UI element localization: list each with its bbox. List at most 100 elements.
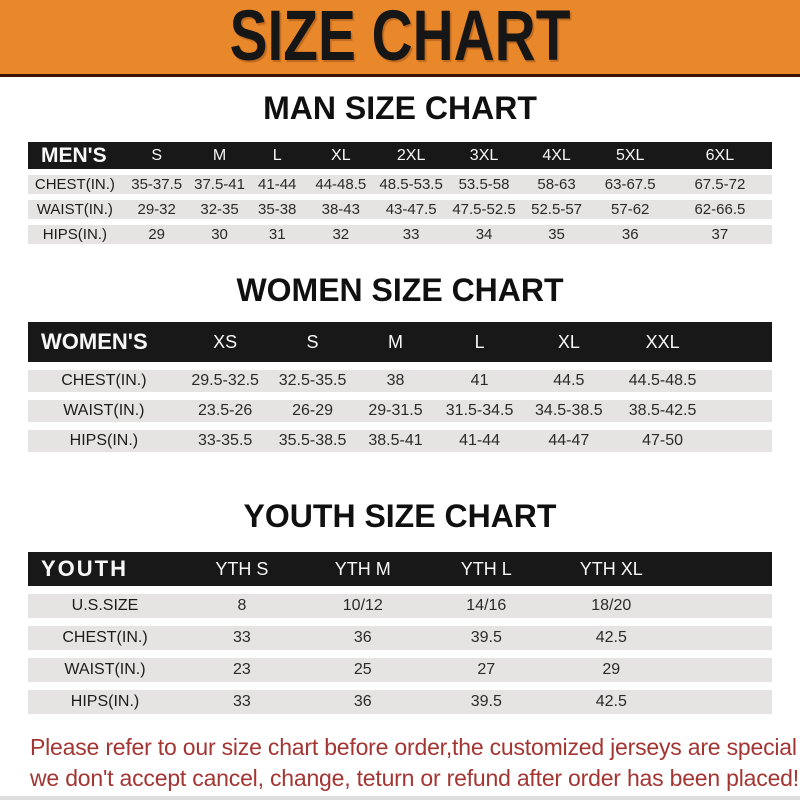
value-cell: 26-29	[270, 392, 355, 426]
value-cell: 63-67.5	[592, 169, 668, 197]
size-column-header: YTH XL	[548, 552, 674, 590]
filler-cell	[673, 552, 772, 590]
notice-line-2: we don't accept cancel, change, teturn o…	[30, 765, 799, 791]
row-label: HIPS(IN.)	[28, 422, 180, 452]
row-label: CHEST(IN.)	[28, 169, 122, 197]
value-cell: 52.5-57	[520, 194, 593, 222]
value-cell: 32-35	[191, 194, 248, 222]
size-column-header: YTH M	[301, 552, 424, 590]
value-cell: 23	[182, 650, 302, 686]
value-cell: 8	[182, 586, 302, 622]
value-cell: 31	[247, 219, 307, 244]
value-cell: 23.5-26	[179, 392, 271, 426]
size-column-header: YTH S	[182, 552, 302, 590]
value-cell: 35-37.5	[121, 169, 192, 197]
row-label: WAIST(IN.)	[28, 194, 122, 222]
value-cell: 35.5-38.5	[270, 422, 355, 452]
measurement-row: CHEST(IN.) 33 36 39.5 42.5	[28, 618, 772, 654]
table-name-cell: MEN'S	[28, 142, 122, 172]
youth-section: YOUTH SIZE CHART YOUTH YTH S YTH M YTH L YTH…	[0, 498, 800, 714]
men-section-title: MAN SIZE CHART	[263, 90, 537, 126]
value-cell: 29-32	[121, 194, 192, 222]
notice-line-1: Please refer to our size chart before or…	[30, 734, 800, 760]
row-label: CHEST(IN.)	[28, 362, 180, 396]
value-cell: 32	[306, 219, 375, 244]
row-label: HIPS(IN.)	[28, 682, 182, 714]
value-cell: 33	[374, 219, 448, 244]
youth-section-title: YOUTH SIZE CHART	[243, 498, 557, 534]
filler-cell	[710, 422, 772, 452]
value-cell: 25	[301, 650, 424, 686]
size-column-header: M	[191, 142, 248, 172]
value-cell: 58-63	[520, 169, 593, 197]
row-label: CHEST(IN.)	[28, 618, 182, 654]
men-section: MAN SIZE CHART MEN'S S M L XL 2XL 3XL 4XL 5XL 6XL…	[0, 90, 800, 244]
row-label: WAIST(IN.)	[28, 392, 180, 426]
value-cell: 32.5-35.5	[270, 362, 355, 396]
value-cell: 34	[447, 219, 521, 244]
value-cell: 38.5-41	[354, 422, 437, 452]
value-cell: 38	[354, 362, 437, 396]
size-column-header: S	[121, 142, 192, 172]
size-column-header: S	[270, 322, 355, 366]
value-cell: 47.5-52.5	[447, 194, 521, 222]
measurement-row: HIPS(IN.) 33 36 39.5 42.5	[28, 682, 772, 714]
value-cell: 36	[301, 618, 424, 654]
filler-cell	[673, 618, 772, 654]
filler-cell	[673, 586, 772, 622]
value-cell: 38-43	[306, 194, 375, 222]
table-name-cell: YOUTH	[28, 552, 182, 590]
banner-title: SIZE CHART	[229, 0, 571, 76]
value-cell: 41	[436, 362, 523, 396]
value-cell: 44.5-48.5	[614, 362, 711, 396]
table-name-cell: WOMEN'S	[28, 322, 180, 366]
filler-cell	[710, 392, 772, 426]
value-cell: 48.5-53.5	[374, 169, 448, 197]
value-cell: 33-35.5	[179, 422, 271, 452]
measurement-row: WAIST(IN.) 23.5-26 26-29 29-31.5 31.5-34.5 34…	[28, 392, 772, 426]
value-cell: 10/12	[301, 586, 424, 622]
value-cell: 30	[191, 219, 248, 244]
value-cell: 42.5	[548, 682, 674, 714]
footer-notice: Please refer to our size chart before or…	[30, 732, 800, 794]
value-cell: 29	[121, 219, 192, 244]
size-column-header: YTH L	[423, 552, 549, 590]
value-cell: 53.5-58	[447, 169, 521, 197]
size-column-header: XS	[179, 322, 271, 366]
row-label: WAIST(IN.)	[28, 650, 182, 686]
size-column-header: 4XL	[520, 142, 593, 172]
size-column-header: L	[436, 322, 523, 366]
value-cell: 67.5-72	[667, 169, 772, 197]
value-cell: 29	[548, 650, 674, 686]
size-column-header: 5XL	[592, 142, 668, 172]
measurement-row: HIPS(IN.) 33-35.5 35.5-38.5 38.5-41 41-44 44-…	[28, 422, 772, 452]
size-header-row: WOMEN'S XS S M L XL XXL	[28, 322, 772, 366]
value-cell: 14/16	[423, 586, 549, 622]
filler-cell	[710, 322, 772, 366]
women-size-table: WOMEN'S XS S M L XL XXL CHEST(IN.) 29.5-32.5 32.5…	[28, 322, 772, 452]
bottom-edge-strip	[0, 796, 800, 800]
filler-cell	[673, 650, 772, 686]
size-column-header: 6XL	[667, 142, 772, 172]
size-column-header: XXL	[614, 322, 711, 366]
men-size-table: MEN'S S M L XL 2XL 3XL 4XL 5XL 6XL CHEST(IN.) 35-37…	[28, 142, 772, 244]
value-cell: 36	[592, 219, 668, 244]
filler-cell	[710, 362, 772, 396]
value-cell: 35-38	[247, 194, 307, 222]
measurement-row: CHEST(IN.) 29.5-32.5 32.5-35.5 38 41 44.5 44.5…	[28, 362, 772, 396]
value-cell: 35	[520, 219, 593, 244]
value-cell: 33	[182, 682, 302, 714]
value-cell: 44-47	[522, 422, 615, 452]
value-cell: 37.5-41	[191, 169, 248, 197]
size-column-header: M	[354, 322, 437, 366]
size-column-header: XL	[306, 142, 375, 172]
value-cell: 29.5-32.5	[179, 362, 271, 396]
value-cell: 41-44	[436, 422, 523, 452]
value-cell: 34.5-38.5	[522, 392, 615, 426]
value-cell: 36	[301, 682, 424, 714]
value-cell: 27	[423, 650, 549, 686]
size-header-row: MEN'S S M L XL 2XL 3XL 4XL 5XL 6XL	[28, 142, 772, 172]
value-cell: 41-44	[247, 169, 307, 197]
size-column-header: 2XL	[374, 142, 448, 172]
value-cell: 33	[182, 618, 302, 654]
